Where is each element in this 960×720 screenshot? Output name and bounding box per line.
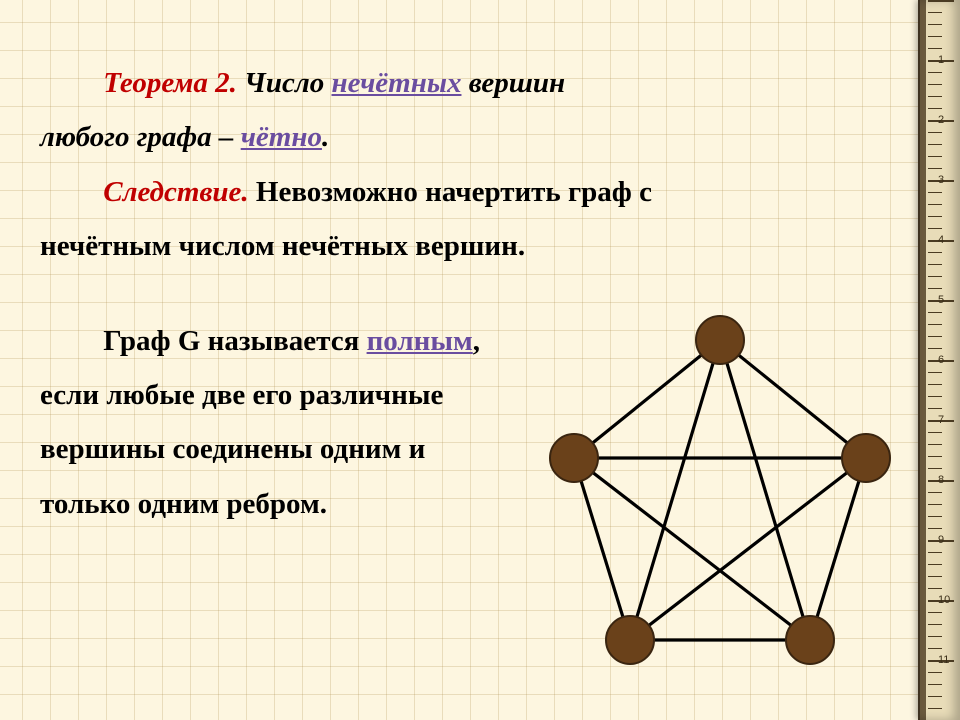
ruler-decoration: 1234567891011 bbox=[918, 0, 960, 720]
corollary-line-2: нечётным числом нечётных вершин. bbox=[40, 223, 890, 269]
graph-edge bbox=[574, 458, 810, 640]
theorem-line-2b: . bbox=[322, 121, 329, 153]
graph-edge bbox=[720, 340, 866, 458]
graph-node bbox=[786, 616, 834, 664]
theorem-heading: Теорема 2. bbox=[103, 67, 237, 99]
definition-line-4: только одним ребром. bbox=[40, 481, 600, 527]
theorem-line-1: Теорема 2. Число нечётных вершин bbox=[40, 60, 890, 106]
theorem-link-even: чётно bbox=[241, 121, 322, 153]
definition-line-3: вершины соединены одним и bbox=[40, 426, 600, 472]
theorem-line-2a: любого графа – bbox=[40, 121, 241, 153]
def-link-full: полным bbox=[367, 325, 473, 357]
theorem-link-odd: нечётных bbox=[332, 67, 462, 99]
def-l1b: , bbox=[473, 325, 480, 357]
graph-edge bbox=[630, 340, 720, 640]
theorem-word-2: вершин bbox=[469, 67, 565, 99]
graph-edge bbox=[630, 458, 866, 640]
definition-block: Граф G называется полным, если любые две… bbox=[40, 318, 600, 528]
corollary-line-1: Следствие. Невозможно начертить граф с bbox=[40, 169, 890, 215]
corollary-rest-1: Невозможно начертить граф с bbox=[249, 176, 652, 208]
complete-graph-k5 bbox=[540, 300, 900, 700]
definition-line-1: Граф G называется полным, bbox=[40, 318, 600, 364]
graph-edge bbox=[574, 458, 630, 640]
graph-node bbox=[550, 434, 598, 482]
graph-node bbox=[842, 434, 890, 482]
corollary-heading: Следствие. bbox=[103, 176, 248, 208]
theorem-line-2: любого графа – чётно. bbox=[40, 114, 890, 160]
graph-edge bbox=[574, 340, 720, 458]
def-l1a: Граф G называется bbox=[103, 325, 366, 357]
graph-edge bbox=[720, 340, 810, 640]
theorem-word-1: Число bbox=[244, 67, 324, 99]
definition-line-2: если любые две его различные bbox=[40, 372, 600, 418]
graph-edge bbox=[810, 458, 866, 640]
graph-node bbox=[696, 316, 744, 364]
graph-node bbox=[606, 616, 654, 664]
corollary-rest-2: нечётным числом нечётных вершин. bbox=[40, 230, 525, 262]
